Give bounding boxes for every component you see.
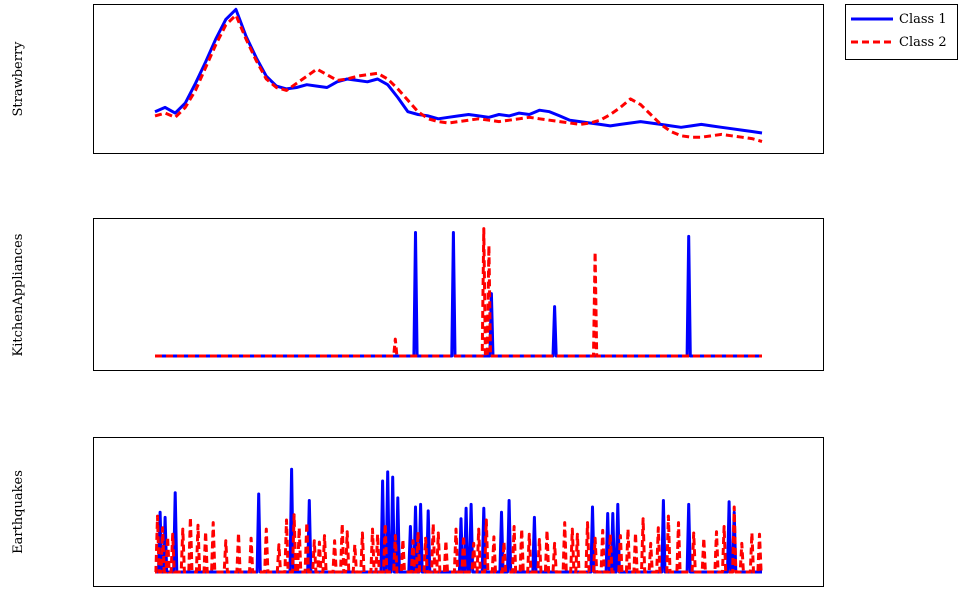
panel-plot-area (154, 7, 763, 143)
panel-frame (93, 4, 824, 154)
series-line-class-1 (154, 7, 763, 135)
legend-label-class-1: Class 1 (899, 12, 947, 27)
y-axis-label: Strawberry (11, 41, 26, 117)
y-axis-label: Earthquakes (11, 470, 26, 554)
series-line-class-2 (154, 13, 763, 143)
panel-strawberry: Strawberry (11, 4, 824, 154)
panel-frame (93, 437, 824, 587)
y-axis-label: KitchenAppliances (11, 234, 26, 357)
legend: Class 1 Class 2 (845, 4, 958, 60)
legend-box (845, 4, 958, 60)
panel-kitchenappliances: KitchenAppliances (11, 218, 824, 371)
series-line-class-2 (155, 227, 762, 358)
legend-label-class-2: Class 2 (899, 35, 947, 50)
panel-earthquakes: Earthquakes (11, 437, 824, 587)
series-line-class-1 (155, 467, 762, 574)
series-line-class-2 (154, 505, 763, 574)
panel-plot-area (154, 467, 763, 574)
panel-frame (93, 218, 824, 371)
panel-plot-area (155, 227, 762, 358)
series-line-class-1 (155, 231, 762, 358)
